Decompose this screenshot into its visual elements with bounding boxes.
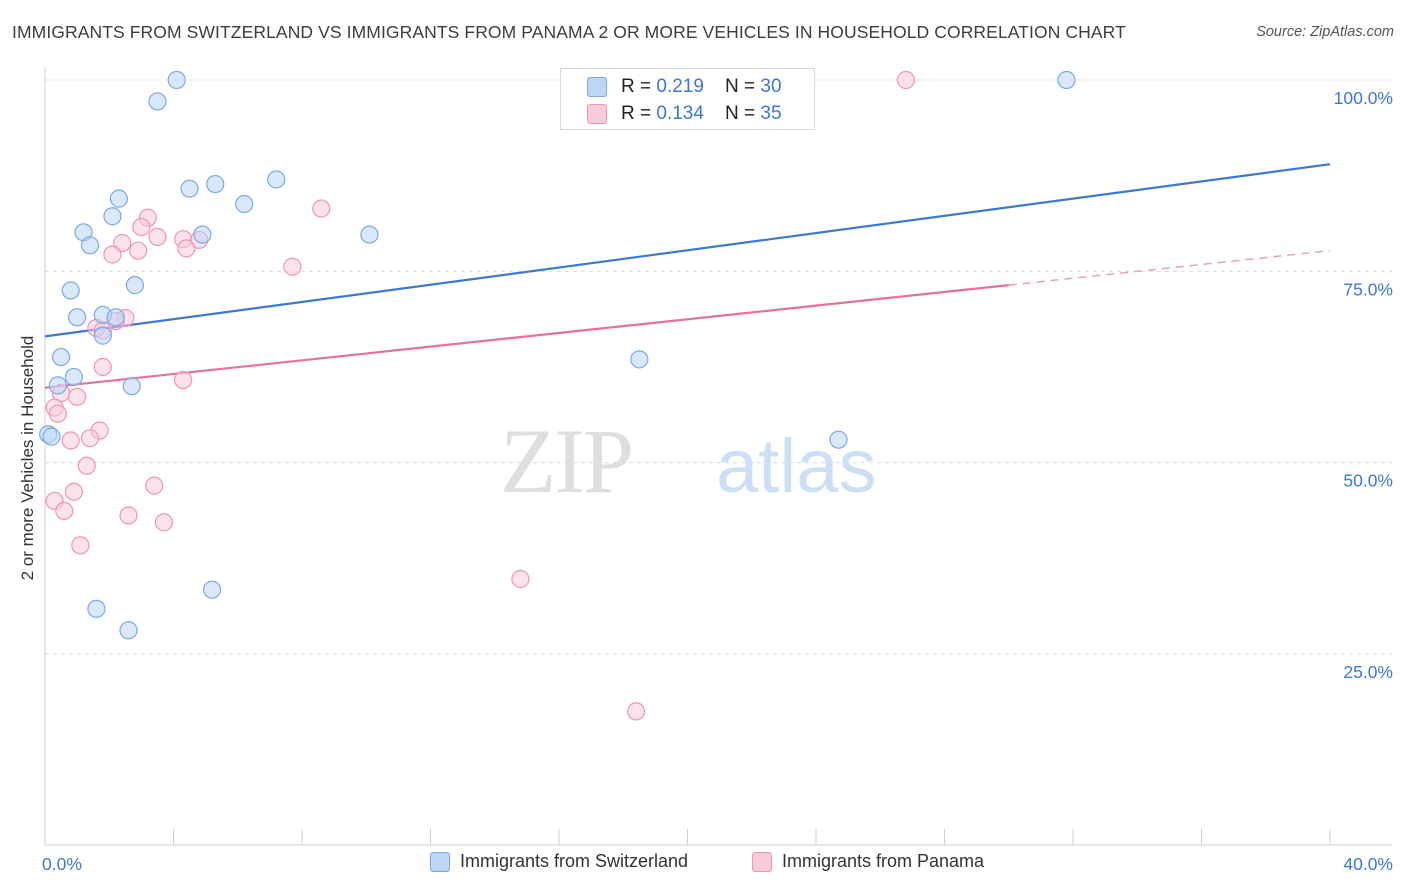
point-switzerland: [80, 236, 100, 255]
point-switzerland: [630, 350, 649, 369]
point-switzerland: [119, 621, 138, 640]
point-panama: [896, 70, 916, 90]
watermark-zip: ZIP: [500, 410, 632, 512]
source-credit: Source: ZipAtlas.com: [1256, 24, 1394, 40]
stats-legend: R = 0.219 N = 30 R = 0.134 N = 35: [560, 68, 815, 130]
point-panama: [626, 702, 646, 721]
point-switzerland: [267, 170, 286, 189]
point-switzerland: [87, 599, 106, 618]
n-value: 30: [760, 76, 782, 97]
point-switzerland: [167, 70, 186, 90]
legend-swatch-blue: [587, 77, 607, 97]
point-panama: [61, 431, 80, 450]
r-label: R =: [621, 103, 657, 124]
x-tick-label: 40.0%: [1343, 854, 1393, 874]
point-switzerland: [64, 367, 84, 387]
point-panama: [71, 536, 90, 555]
point-panama: [103, 245, 122, 264]
point-panama: [154, 513, 173, 532]
point-switzerland: [109, 189, 128, 208]
point-switzerland: [103, 207, 122, 226]
trend-line-panama: [44, 284, 1009, 389]
point-switzerland: [42, 427, 61, 446]
trend-line-switzerland: [44, 163, 1331, 338]
point-panama: [64, 482, 84, 501]
legend-swatch-pink: [587, 104, 607, 124]
point-panama: [145, 476, 164, 495]
y-axis-label: 2 or more Vehicles in Household: [18, 335, 37, 581]
point-panama: [174, 370, 193, 390]
x-tick-label: 0.0%: [42, 854, 82, 874]
point-switzerland: [202, 580, 222, 599]
n-label: N =: [725, 103, 761, 124]
point-switzerland: [1057, 70, 1076, 90]
legend-swatch-blue: [430, 851, 450, 872]
n-value: 35: [760, 103, 782, 124]
point-panama: [55, 501, 74, 520]
r-value: 0.219: [656, 76, 704, 97]
point-switzerland: [51, 347, 71, 367]
legend-label: Immigrants from Switzerland: [460, 851, 689, 871]
point-switzerland: [360, 225, 379, 244]
point-switzerland: [193, 225, 212, 244]
legend-item-switzerland[interactable]: Immigrants from Switzerland: [430, 851, 688, 872]
point-switzerland: [148, 92, 167, 111]
point-switzerland: [68, 308, 87, 327]
point-panama: [177, 239, 196, 258]
point-switzerland: [829, 430, 848, 449]
point-panama: [129, 241, 148, 260]
point-panama: [68, 387, 87, 406]
legend-item-panama[interactable]: Immigrants from Panama: [752, 851, 984, 872]
legend-label: Immigrants from Panama: [782, 851, 985, 871]
point-switzerland: [48, 376, 67, 395]
point-panama: [80, 429, 100, 448]
watermark-atlas: atlas: [716, 424, 877, 509]
y-tick-label: 50.0%: [1343, 471, 1393, 491]
point-panama: [312, 199, 331, 218]
point-panama: [148, 227, 167, 246]
point-panama: [119, 506, 138, 525]
point-panama: [283, 257, 302, 276]
point-switzerland: [180, 179, 199, 198]
point-panama: [48, 404, 67, 423]
point-panama: [511, 569, 530, 589]
point-switzerland: [106, 308, 125, 327]
series-legend: Immigrants from Switzerland Immigrants f…: [0, 851, 1406, 879]
y-tick-label: 100.0%: [1334, 88, 1393, 108]
point-switzerland: [206, 174, 225, 194]
point-panama: [132, 217, 151, 237]
point-switzerland: [235, 194, 254, 214]
point-switzerland: [125, 276, 145, 295]
y-tick-label: 25.0%: [1343, 662, 1393, 682]
r-value: 0.134: [656, 103, 704, 124]
point-switzerland: [122, 377, 141, 396]
chart-title: IMMIGRANTS FROM SWITZERLAND VS IMMIGRANT…: [12, 22, 1126, 42]
y-tick-label: 75.0%: [1343, 279, 1393, 299]
trend-line-panama-dashed: [1008, 249, 1331, 286]
legend-swatch-pink: [752, 851, 772, 872]
point-panama: [77, 456, 96, 475]
point-switzerland: [61, 281, 80, 300]
point-switzerland: [93, 326, 112, 345]
r-label: R =: [621, 76, 657, 97]
n-label: N =: [725, 76, 761, 97]
point-panama: [93, 357, 112, 377]
